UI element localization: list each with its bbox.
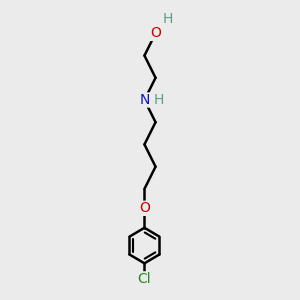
Text: H: H — [153, 93, 164, 107]
Text: N: N — [139, 93, 150, 107]
Text: H: H — [163, 12, 173, 26]
Text: Cl: Cl — [138, 272, 151, 286]
Text: O: O — [150, 26, 161, 40]
Text: O: O — [139, 201, 150, 215]
